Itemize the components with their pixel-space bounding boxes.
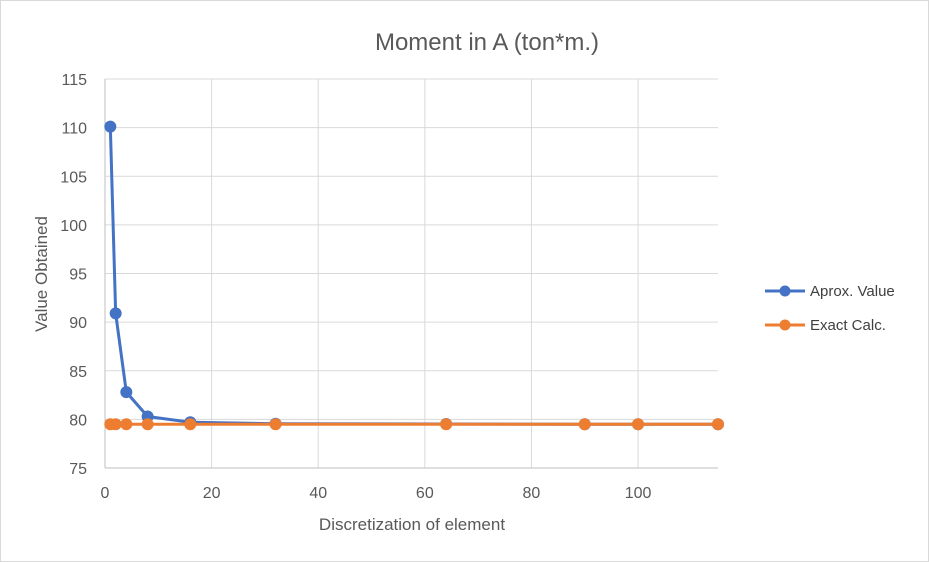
legend-label: Exact Calc. <box>810 317 886 334</box>
tick-labels: 75 80 85 90 95 100 105 110 115 0 20 40 60 80 100 <box>60 72 651 502</box>
data-point <box>141 418 154 431</box>
x-axis-label: Discretization of element <box>319 515 505 534</box>
data-point <box>184 418 197 431</box>
x-tick-label: 20 <box>203 485 221 502</box>
grid-lines <box>105 78 718 468</box>
y-tick-label: 110 <box>61 121 87 138</box>
data-point <box>104 120 117 133</box>
x-tick-label: 0 <box>101 485 110 502</box>
legend-label: Aprox. Value <box>810 283 895 300</box>
data-point <box>120 418 133 431</box>
series-line <box>108 125 720 426</box>
chart-title: Moment in A (ton*m.) <box>375 29 599 56</box>
data-point <box>578 418 591 431</box>
y-tick-label: 105 <box>60 169 87 186</box>
legend-entry: Exact Calc. <box>765 317 886 334</box>
legend-marker <box>779 319 791 331</box>
y-axis-label: Value Obtained <box>32 216 51 332</box>
legend-entry: Aprox. Value <box>765 283 895 300</box>
y-tick-label: 80 <box>69 412 87 429</box>
y-tick-label: 95 <box>69 267 87 284</box>
y-tick-label: 75 <box>69 461 87 478</box>
data-point <box>440 418 453 431</box>
y-tick-label: 90 <box>69 315 87 332</box>
data-point <box>109 418 122 431</box>
x-tick-label: 40 <box>309 485 327 502</box>
data-point <box>120 386 133 399</box>
legend-marker <box>779 285 791 297</box>
data-point <box>632 418 645 431</box>
data-point <box>712 418 724 431</box>
y-tick-label: 100 <box>60 218 87 235</box>
x-tick-label: 80 <box>523 485 541 502</box>
x-tick-label: 100 <box>625 485 652 502</box>
y-tick-label: 85 <box>69 364 87 381</box>
x-tick-label: 60 <box>416 485 434 502</box>
series-0 <box>104 120 724 431</box>
legend: Aprox. Value Exact Calc. <box>765 283 895 334</box>
data-point <box>109 307 122 320</box>
data-point <box>269 418 282 431</box>
y-tick-label: 115 <box>61 72 87 89</box>
series-1 <box>104 418 724 431</box>
axes <box>104 79 718 469</box>
series <box>104 120 724 431</box>
